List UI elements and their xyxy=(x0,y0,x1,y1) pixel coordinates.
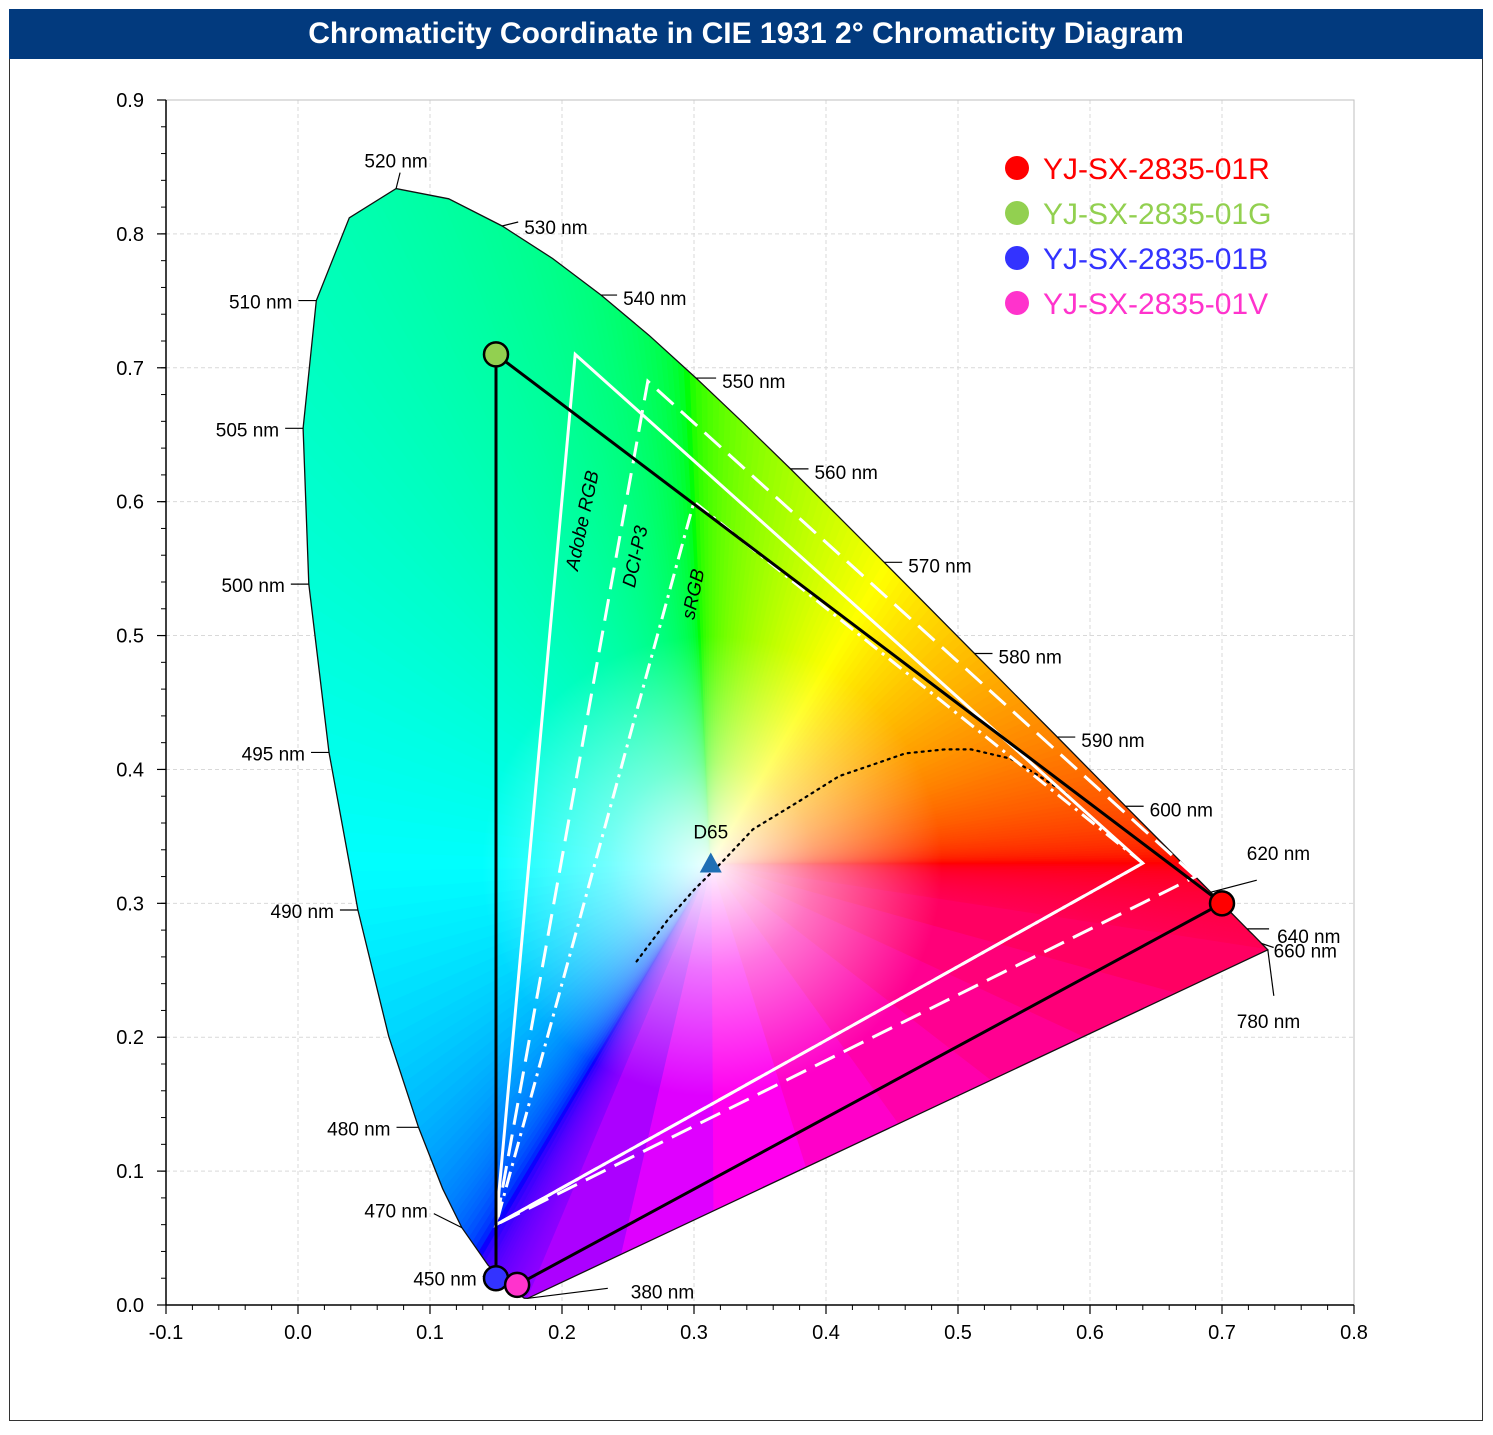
x-tick-label: -0.1 xyxy=(149,1322,183,1344)
x-tick-label: 0.5 xyxy=(944,1322,972,1344)
y-tick-label: 0.0 xyxy=(116,1295,144,1317)
point-yj-sx-2835-01g xyxy=(482,341,510,368)
axes: -0.1 0.0 0.1 0.2 0.3 0.4 0.5 0.6 0.7 0.80.00.10.2… xyxy=(116,90,1368,1344)
wavelength-labels: 380 nm 450 nm 470 nm 480 nm 490 nm 495 nm 500 … xyxy=(216,152,1341,1304)
wavelength-label: 540 nm xyxy=(623,289,686,310)
legend-label: YJ-SX-2835-01V xyxy=(1043,288,1268,321)
wavelength-label: 780 nm xyxy=(1237,1012,1300,1033)
wavelength-label: 495 nm xyxy=(242,744,305,765)
legend-marker xyxy=(1005,291,1029,315)
wavelength-tick xyxy=(527,1287,608,1299)
wavelength-label: 640 nm xyxy=(1277,927,1340,948)
wavelength-tick xyxy=(395,172,401,189)
gamut-dci-p3 xyxy=(493,378,1199,1228)
wavelength-label: 505 nm xyxy=(216,420,279,441)
wavelength-label: 500 nm xyxy=(221,576,284,597)
wavelength-label: 450 nm xyxy=(413,1269,476,1290)
legend-marker xyxy=(1005,201,1029,225)
y-tick-label: 0.2 xyxy=(116,1027,144,1049)
wavelength-label: 620 nm xyxy=(1247,844,1310,865)
wavelength-label: 480 nm xyxy=(327,1119,390,1140)
wavelength-label: 600 nm xyxy=(1150,800,1213,821)
y-tick-label: 0.9 xyxy=(116,90,144,112)
wavelength-label: 510 nm xyxy=(229,293,292,314)
planckian-locus-line xyxy=(635,748,1072,963)
locus-outline xyxy=(302,187,1269,1300)
y-tick-label: 0.1 xyxy=(116,1161,144,1183)
wavelength-label: 490 nm xyxy=(271,902,334,923)
x-tick-label: 0.7 xyxy=(1208,1322,1236,1344)
white-point-label: D65 xyxy=(693,823,728,844)
chart-title: Chromaticity Coordinate in CIE 1931 2° C… xyxy=(9,9,1483,59)
x-tick-label: 0.8 xyxy=(1340,1322,1368,1344)
wavelength-label: 570 nm xyxy=(908,556,971,577)
legend: YJ-SX-2835-01R YJ-SX-2835-01G YJ-SX-2835-0… xyxy=(1005,153,1271,321)
y-tick-label: 0.5 xyxy=(116,626,144,648)
x-tick-label: 0.0 xyxy=(284,1322,312,1344)
y-tick-label: 0.6 xyxy=(116,492,144,514)
x-tick-label: 0.2 xyxy=(548,1322,576,1344)
wavelength-tick xyxy=(1210,879,1257,893)
wavelength-label: 520 nm xyxy=(364,152,427,173)
wavelength-label: 590 nm xyxy=(1081,731,1144,752)
data-points xyxy=(482,341,1236,1299)
planckian-locus xyxy=(635,748,1072,963)
legend-marker xyxy=(1005,246,1029,270)
wavelength-label: 560 nm xyxy=(814,463,877,484)
x-tick-label: 0.6 xyxy=(1076,1322,1104,1344)
wavelength-label: 660 nm xyxy=(1274,942,1337,963)
y-tick-label: 0.3 xyxy=(116,893,144,915)
point-yj-sx-2835-01v xyxy=(503,1271,531,1299)
wavelength-label: 380 nm xyxy=(631,1282,694,1303)
white-point-marker xyxy=(699,852,722,873)
wavelength-tick xyxy=(1267,949,1275,996)
y-tick-label: 0.8 xyxy=(116,224,144,246)
legend-label: YJ-SX-2835-01B xyxy=(1043,243,1268,276)
wavelength-label: 470 nm xyxy=(364,1202,427,1223)
legend-label: YJ-SX-2835-01R xyxy=(1043,153,1270,186)
wavelength-label: 550 nm xyxy=(722,372,785,393)
wavelength-tick xyxy=(433,1213,463,1229)
wavelength-label: 530 nm xyxy=(524,218,587,239)
legend-marker xyxy=(1005,156,1029,180)
x-tick-label: 0.3 xyxy=(680,1322,708,1344)
wavelength-tick xyxy=(502,221,519,227)
point-yj-sx-2835-01r xyxy=(1208,890,1236,917)
x-tick-label: 0.4 xyxy=(812,1322,840,1344)
x-tick-label: 0.1 xyxy=(416,1322,444,1344)
gamut-srgb xyxy=(493,499,1146,1228)
y-tick-label: 0.4 xyxy=(116,759,144,781)
legend-label: YJ-SX-2835-01G xyxy=(1043,198,1271,231)
wavelength-label: 580 nm xyxy=(999,647,1062,668)
y-tick-label: 0.7 xyxy=(116,358,144,380)
wavelength-tick xyxy=(1261,942,1274,949)
